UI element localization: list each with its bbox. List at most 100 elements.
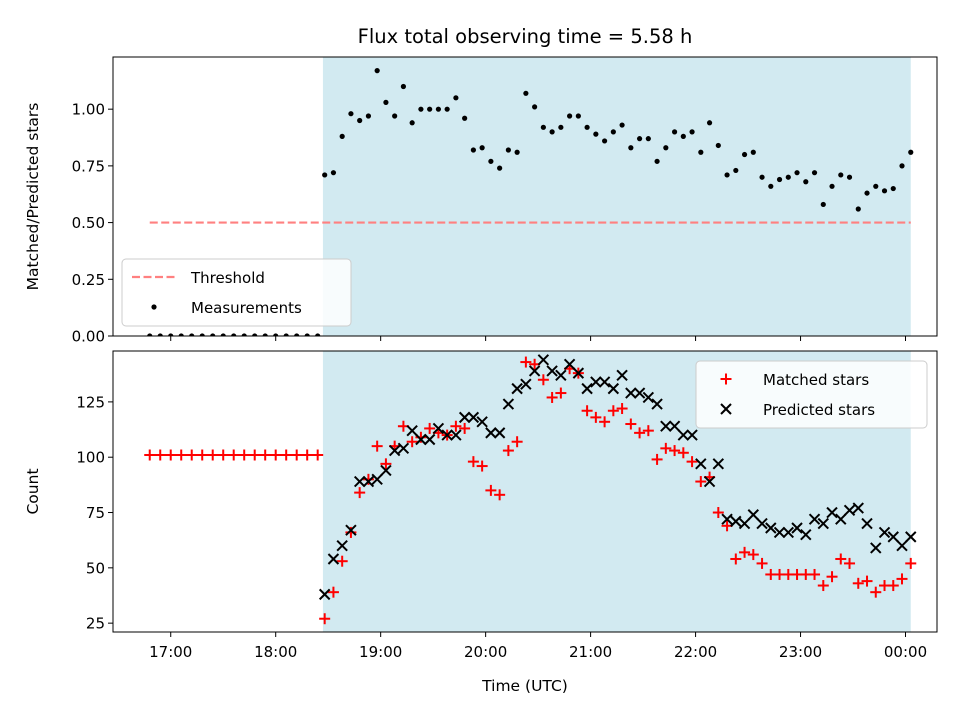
point-measurements [427,106,433,112]
point-matched-stars [154,449,166,461]
point-measurements [488,158,494,164]
legend-swatch-predicted [720,403,732,415]
point-matched-stars [336,555,348,567]
point-measurements [838,172,844,178]
point-matched-stars [450,420,462,432]
legend-label: Measurements [191,299,302,317]
point-matched-stars [642,425,654,437]
plot-area [147,68,914,336]
point-predicted-stars [511,382,523,395]
point-matched-stars [712,507,724,519]
point-measurements [418,106,424,112]
point-measurements [330,170,337,176]
point-matched-stars [186,449,198,461]
point-measurements [374,68,380,74]
point-measurements [479,145,485,151]
point-matched-stars [590,411,602,423]
point-matched-stars [844,557,856,569]
point-matched-stars [207,449,219,461]
point-matched-stars [634,427,646,439]
point-measurements [168,333,174,336]
point-measurements [628,145,634,151]
point-measurements [759,174,765,180]
point-matched-stars [677,447,689,459]
point-measurements [453,95,459,101]
point-predicted-stars [581,382,593,395]
point-measurements [470,147,476,153]
point-predicted-stars [362,475,375,488]
point-predicted-stars [441,429,453,441]
point-predicted-stars [773,526,786,539]
point-matched-stars [217,449,229,461]
point-predicted-stars [660,420,672,432]
point-predicted-stars [782,526,795,539]
point-matched-stars [280,449,292,461]
point-predicted-stars [458,411,471,424]
point-matched-stars [175,449,187,461]
point-measurements [619,122,625,128]
point-measurements [400,83,407,90]
legend-swatch-matched [720,373,732,385]
point-matched-stars [905,557,917,569]
point-predicted-stars [450,429,462,441]
point-measurements [444,106,450,112]
point-predicted-stars [563,358,576,370]
point-measurements [383,99,389,105]
point-matched-stars [259,449,271,461]
point-measurements [803,179,809,185]
point-matched-stars [599,416,611,428]
point-measurements [636,136,643,142]
point-predicted-stars [843,504,856,517]
point-matched-stars [291,449,303,461]
point-predicted-stars [423,433,436,446]
point-predicted-stars [546,365,558,377]
x-tick-label: 00:00 [884,643,927,661]
point-predicted-stars [686,429,698,441]
point-matched-stars [607,405,619,417]
point-predicted-stars [668,420,681,432]
point-predicted-stars [765,522,777,534]
point-measurements [231,333,237,336]
point-predicted-stars [353,475,366,488]
point-predicted-stars [406,424,418,437]
point-matched-stars [861,575,873,587]
y-tick-label: 0.50 [72,214,105,232]
point-predicted-stars [388,444,401,457]
point-predicted-stars [397,442,410,455]
point-matched-stars [887,580,899,592]
point-measurements [706,120,713,126]
point-measurements [645,136,651,142]
point-measurements [899,163,905,169]
point-predicted-stars [371,473,383,486]
point-predicted-stars [476,416,488,428]
point-predicted-stars [738,517,751,530]
point-measurements [392,113,398,119]
point-predicted-stars [432,422,445,435]
point-measurements [768,183,774,189]
point-measurements [283,333,289,336]
y-tick-label: 0.25 [72,271,105,289]
point-matched-stars [669,445,681,457]
point-measurements [654,158,660,164]
point-matched-stars [511,436,523,448]
point-predicted-stars [493,427,506,439]
point-measurements [409,120,415,126]
point-measurements [829,183,835,189]
point-measurements [294,333,300,336]
point-measurements [304,333,310,336]
point-matched-stars [826,571,838,583]
point-matched-stars [415,431,427,443]
y-tick-label: 75 [86,504,105,522]
point-predicted-stars [800,528,812,541]
point-matched-stars [144,449,156,461]
point-predicted-stars [642,391,655,404]
x-tick-label: 20:00 [464,643,507,661]
point-measurements [890,185,896,192]
point-matched-stars [747,549,759,561]
point-measurements [262,333,268,336]
point-matched-stars [165,449,177,461]
point-predicted-stars [835,513,847,525]
point-measurements [514,149,520,155]
point-measurements [558,124,564,130]
